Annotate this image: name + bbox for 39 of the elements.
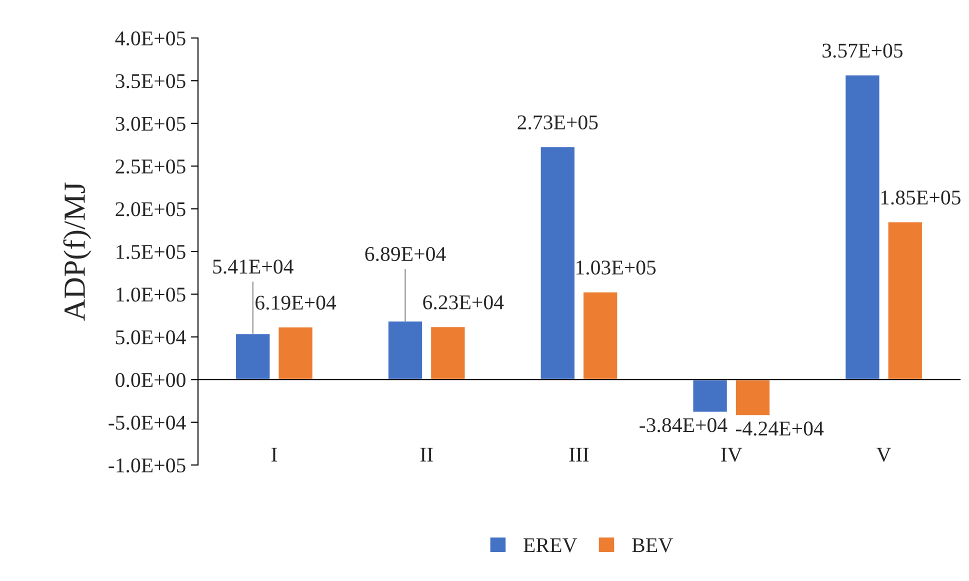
data-label: 5.41E+04: [213, 260, 294, 274]
bar: [539, 146, 576, 380]
y-tick-label: -1.0E+05: [108, 458, 186, 473]
y-tick-label: 1.0E+05: [116, 288, 186, 302]
y-tick-label: -5.0E+04: [108, 416, 186, 430]
bar: [387, 320, 424, 380]
x-tick-label: III: [569, 448, 589, 462]
x-tick-label: II: [420, 448, 433, 462]
bar: [844, 74, 881, 380]
data-label: 6.19E+04: [256, 296, 336, 310]
bar: [430, 326, 466, 380]
bar: [277, 326, 314, 380]
data-label: 6.89E+04: [365, 246, 446, 262]
y-tick-label: 5.0E+04: [116, 330, 186, 344]
legend-label: EREV: [524, 538, 578, 552]
y-tick-label: 3.0E+05: [116, 116, 186, 131]
y-tick-label: 3.5E+05: [116, 74, 186, 88]
data-label: -4.24E+04: [736, 422, 824, 436]
bar: [734, 378, 771, 417]
data-label: 1.03E+05: [576, 260, 656, 275]
bar: [692, 378, 728, 414]
data-label: 2.73E+05: [518, 115, 598, 130]
bar: [234, 332, 272, 380]
data-label: -3.84E+04: [640, 418, 728, 432]
y-tick-label: 2.5E+05: [116, 159, 186, 174]
x-tick-label: V: [876, 448, 892, 462]
legend-label: BEV: [632, 538, 673, 552]
bar: [582, 290, 619, 380]
bar: [886, 220, 924, 380]
y-axis-title: ADP(f)/MJ: [63, 182, 92, 321]
data-label: 3.57E+05: [822, 44, 903, 58]
data-label: 6.23E+04: [423, 295, 504, 310]
y-tick-label: 2.0E+05: [116, 202, 186, 216]
y-tick-label: 1.5E+05: [116, 244, 186, 260]
y-tick-label: 4.0E+05: [115, 31, 186, 46]
x-tick-label: IV: [721, 448, 742, 462]
x-tick-label: I: [271, 448, 277, 462]
y-tick-label: 0.0E+00: [116, 372, 186, 388]
data-label: 1.85E+05: [881, 190, 960, 205]
